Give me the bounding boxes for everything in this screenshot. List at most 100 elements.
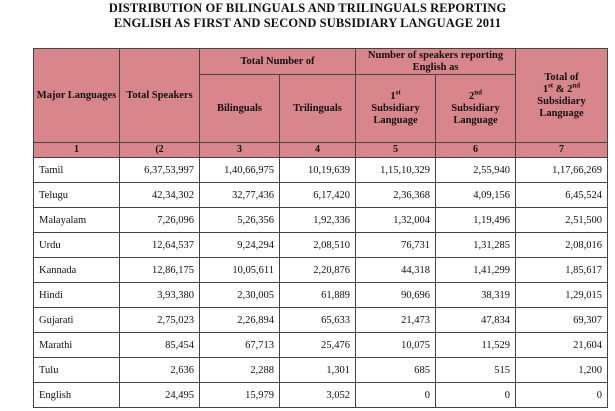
column-number: 1	[33, 142, 120, 158]
table-row: Urdu 12,64,537 9,24,294 2,08,510 76,731 …	[33, 232, 609, 258]
header-total-pre: 1	[542, 83, 549, 95]
first-subsidiary-cell: 0	[355, 382, 436, 408]
table-row: Kannada 12,86,175 10,05,611 2,20,876 44,…	[33, 257, 609, 283]
language-cell: Telugu	[33, 182, 120, 208]
total-speakers-cell: 12,64,537	[119, 232, 200, 258]
bilinguals-cell: 10,05,611	[199, 257, 280, 283]
header-total-sup2: nd	[572, 81, 581, 89]
bilinguals-cell: 2,26,894	[199, 307, 280, 333]
trilinguals-cell: 1,92,336	[279, 207, 356, 233]
header-bilinguals: Bilinguals	[199, 74, 280, 143]
bilinguals-cell: 2,288	[199, 357, 280, 383]
total-speakers-cell: 12,86,175	[119, 257, 200, 283]
language-cell: Kannada	[33, 257, 120, 283]
table-row: Malayalam 7,26,096 5,26,356 1,92,336 1,3…	[33, 207, 609, 233]
header-trilinguals: Trilinguals	[279, 74, 356, 143]
first-subsidiary-cell: 21,473	[355, 307, 436, 333]
total-speakers-cell: 6,37,53,997	[119, 157, 200, 183]
second-subsidiary-cell: 38,319	[434, 282, 517, 308]
header-total-sup1: st	[548, 81, 554, 89]
bilinguals-cell: 5,26,356	[199, 207, 280, 233]
first-subsidiary-cell: 1,15,10,329	[355, 157, 436, 183]
language-cell: Hindi	[33, 282, 120, 308]
trilinguals-cell: 2,08,510	[279, 232, 356, 258]
second-subsidiary-cell: 515	[434, 357, 517, 383]
first-subsidiary-cell: 1,32,004	[355, 207, 436, 233]
total-subsidiary-cell: 2,08,016	[515, 232, 609, 258]
header-total-a: Total of	[544, 71, 579, 83]
table-row: Tamil 6,37,53,997 1,40,66,975 10,19,639 …	[33, 157, 609, 183]
language-cell: English	[33, 382, 120, 408]
table-row: Tulu 2,636 2,288 1,301 685 515 1,200	[33, 357, 609, 383]
bilinguals-cell: 9,24,294	[199, 232, 280, 258]
table-row: Hindi 3,93,380 2,30,005 61,889 90,696 38…	[33, 282, 609, 308]
total-subsidiary-cell: 1,85,617	[515, 257, 609, 283]
total-subsidiary-cell: 1,200	[515, 357, 609, 383]
language-cell: Tamil	[33, 157, 120, 183]
second-subsidiary-cell: 1,31,285	[434, 232, 517, 258]
bilinguals-cell: 32,77,436	[199, 182, 280, 208]
table-row: Gujarati 2,75,023 2,26,894 65,633 21,473…	[33, 307, 609, 333]
trilinguals-cell: 3,052	[279, 382, 356, 408]
bilinguals-cell: 1,40,66,975	[199, 157, 280, 183]
total-speakers-cell: 85,454	[119, 332, 200, 358]
bilinguals-cell: 67,713	[199, 332, 280, 358]
header-total-b: & 2	[555, 83, 573, 95]
total-subsidiary-cell: 69,307	[515, 307, 609, 333]
total-speakers-cell: 7,26,096	[119, 207, 200, 233]
first-subsidiary-cell: 76,731	[355, 232, 436, 258]
header-major-languages: Major Languages	[33, 48, 120, 143]
total-subsidiary-cell: 2,51,500	[515, 207, 609, 233]
column-number: 3	[199, 142, 280, 158]
column-number: 7	[515, 142, 609, 158]
second-subsidiary-cell: 0	[434, 382, 517, 408]
language-cell: Tulu	[33, 357, 120, 383]
total-subsidiary-cell: 1,17,66,269	[515, 157, 609, 183]
table-row: Telugu 42,34,302 32,77,436 6,17,420 2,36…	[33, 182, 609, 208]
language-cell: Marathi	[33, 332, 120, 358]
column-number: (2	[119, 142, 200, 158]
total-speakers-cell: 2,636	[119, 357, 200, 383]
header-num-speakers-english: Number of speakers reporting English as	[354, 48, 517, 75]
total-speakers-cell: 24,495	[119, 382, 200, 408]
second-subsidiary-cell: 2,55,940	[434, 157, 517, 183]
second-subsidiary-cell: 47,834	[434, 307, 517, 333]
language-cell: Urdu	[33, 232, 120, 258]
first-subsidiary-cell: 2,36,368	[355, 182, 436, 208]
trilinguals-cell: 25,476	[279, 332, 356, 358]
total-speakers-cell: 42,34,302	[119, 182, 200, 208]
language-table: Major Languages Total Speakers Total Num…	[33, 48, 609, 408]
total-subsidiary-cell: 6,45,524	[515, 182, 609, 208]
trilinguals-cell: 61,889	[279, 282, 356, 308]
trilinguals-cell: 6,17,420	[279, 182, 356, 208]
table-row: Marathi 85,454 67,713 25,476 10,075 11,5…	[33, 332, 609, 358]
bilinguals-cell: 2,30,005	[199, 282, 280, 308]
first-subsidiary-cell: 90,696	[355, 282, 436, 308]
total-subsidiary-cell: 21,604	[515, 332, 609, 358]
column-number: 5	[355, 142, 436, 158]
header-total-1st-2nd: Total of 1st & 2nd Subsidiary Language	[515, 48, 609, 143]
second-subsidiary-cell: 1,41,299	[434, 257, 517, 283]
title-line-2: ENGLISH AS FIRST AND SECOND SUBSIDIARY L…	[113, 16, 502, 30]
header-total-speakers: Total Speakers	[119, 48, 200, 143]
second-subsidiary-cell: 4,09,156	[434, 182, 517, 208]
language-cell: Gujarati	[33, 307, 120, 333]
trilinguals-cell: 1,301	[279, 357, 356, 383]
total-speakers-cell: 3,93,380	[119, 282, 200, 308]
title-line-1: DISTRIBUTION OF BILINGUALS AND TRILINGUA…	[108, 1, 507, 15]
first-subsidiary-cell: 44,318	[355, 257, 436, 283]
header-first-subsidiary: 1st Subsidiary Language	[355, 74, 436, 143]
total-subsidiary-cell: 0	[515, 382, 609, 408]
trilinguals-cell: 10,19,639	[279, 157, 356, 183]
trilinguals-cell: 2,20,876	[279, 257, 356, 283]
total-speakers-cell: 2,75,023	[119, 307, 200, 333]
table-title: DISTRIBUTION OF BILINGUALS AND TRILINGUA…	[0, 1, 615, 33]
column-number: 6	[434, 142, 517, 158]
bilinguals-cell: 15,979	[199, 382, 280, 408]
table-row: English 24,495 15,979 3,052 0 0 0	[33, 382, 609, 408]
total-subsidiary-cell: 1,29,015	[515, 282, 609, 308]
trilinguals-cell: 65,633	[279, 307, 356, 333]
column-number: 4	[279, 142, 356, 158]
second-subsidiary-cell: 11,529	[434, 332, 517, 358]
language-cell: Malayalam	[33, 207, 120, 233]
